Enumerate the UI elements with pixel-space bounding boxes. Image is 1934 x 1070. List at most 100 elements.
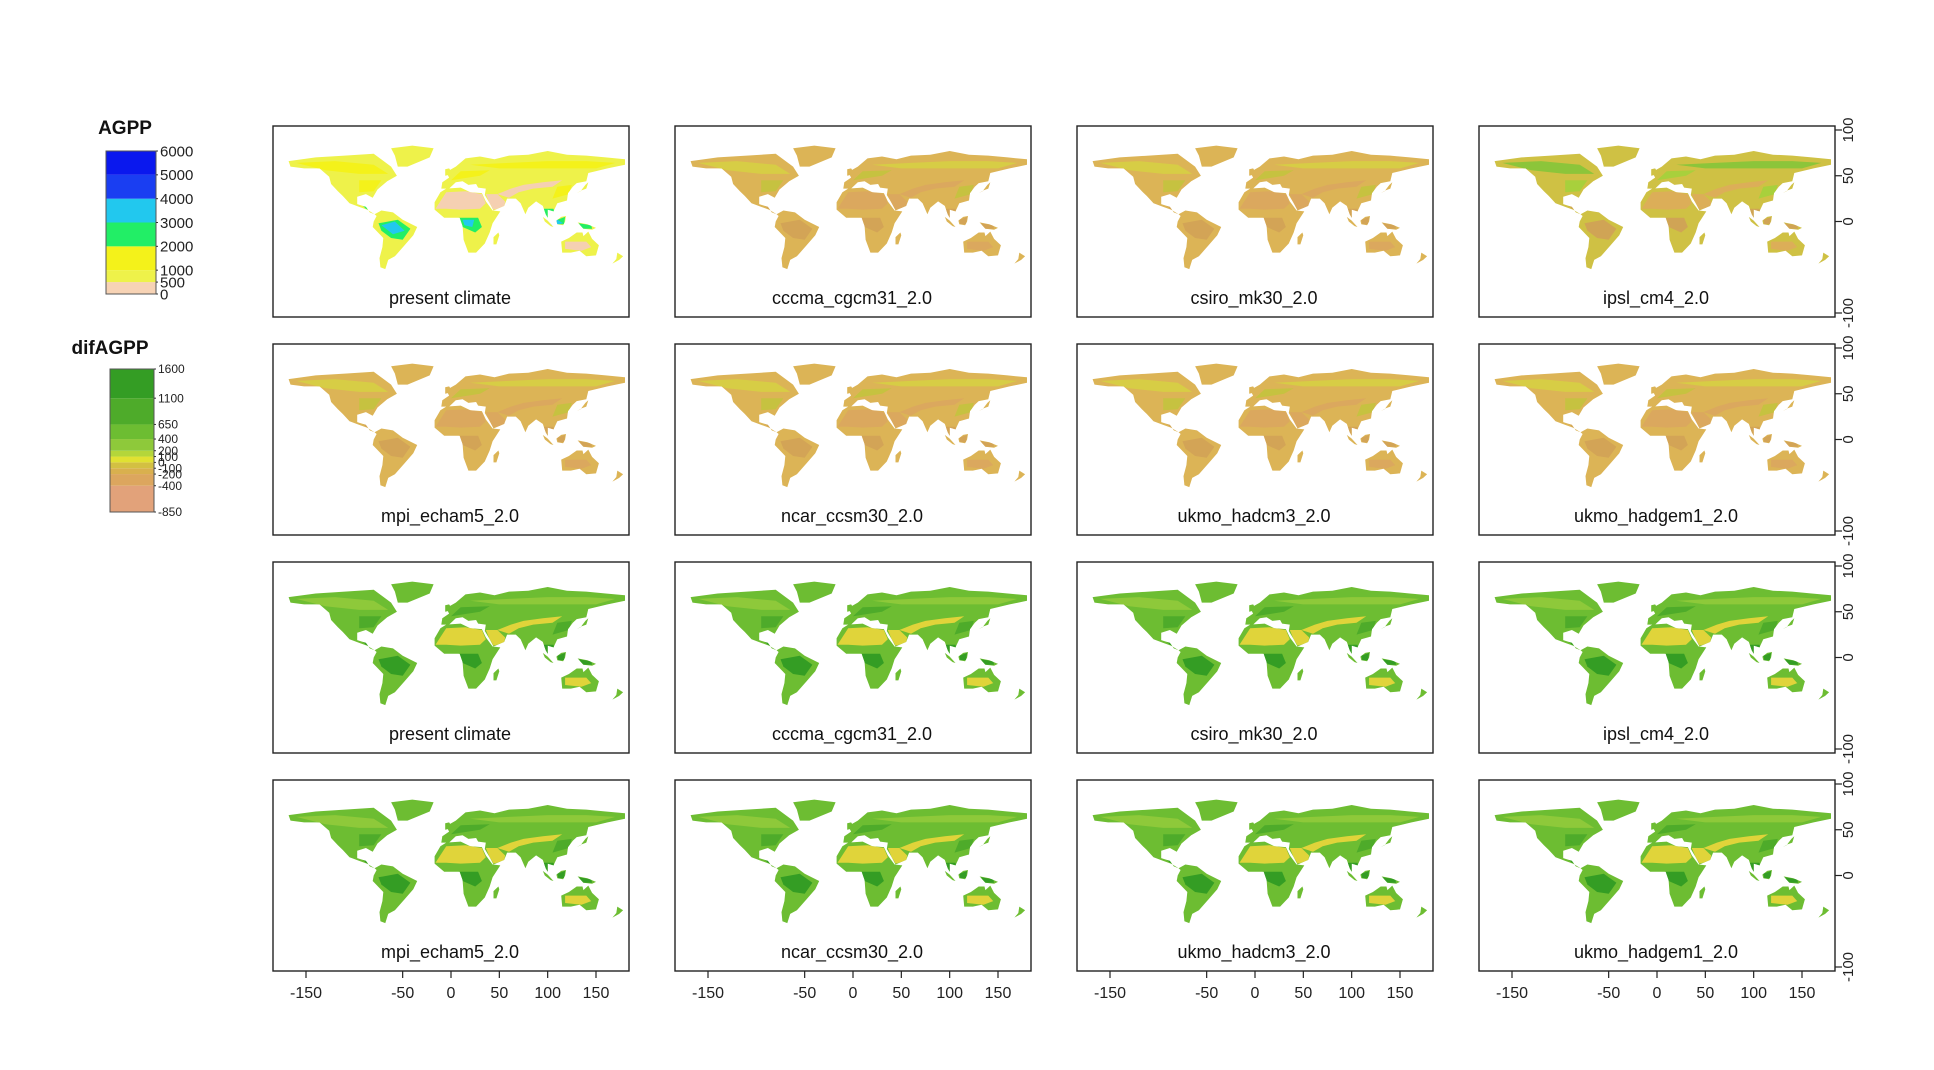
legend-color-bin xyxy=(106,198,156,223)
map-panel-9: present climate xyxy=(272,561,630,754)
land-patch xyxy=(954,838,974,853)
y-tick-label: 50 xyxy=(1840,167,1857,184)
land-patch xyxy=(1584,437,1617,458)
y-tick-label: 0 xyxy=(1840,653,1857,661)
land-patch xyxy=(1771,459,1798,469)
land-patch xyxy=(1163,834,1186,847)
land-patch xyxy=(853,170,892,181)
land-patch xyxy=(497,834,563,852)
land-patch xyxy=(1664,871,1688,887)
land-patch xyxy=(362,423,376,432)
land-patch xyxy=(1565,398,1588,411)
land-patch xyxy=(359,180,382,193)
land-patch xyxy=(1182,219,1215,240)
panel-label: mpi_echam5_2.0 xyxy=(381,506,519,527)
land-patch xyxy=(1657,824,1696,835)
land-patch xyxy=(1301,834,1367,852)
legend-color-bin xyxy=(110,462,154,469)
land-patch xyxy=(1163,180,1186,193)
land-patch xyxy=(853,824,892,835)
land-patch xyxy=(1584,873,1617,894)
land-patch xyxy=(1239,627,1290,646)
legend-color-bin xyxy=(110,439,154,451)
land-patch xyxy=(435,409,486,428)
land-patch xyxy=(1749,862,1762,874)
land-patch xyxy=(899,398,965,416)
y-tick-label: 100 xyxy=(1840,117,1857,142)
land-patch xyxy=(899,180,965,198)
land-patch xyxy=(543,208,556,220)
land-patch xyxy=(1163,616,1186,629)
land-patch xyxy=(1255,388,1294,399)
y-tick-label: -100 xyxy=(1840,298,1857,328)
land-patch xyxy=(552,402,572,417)
legend-color-bin xyxy=(106,222,156,247)
legend-color-bin xyxy=(110,485,154,512)
y-tick-label: 100 xyxy=(1840,553,1857,578)
land-patch xyxy=(764,423,778,432)
legend-tick-label: 6000 xyxy=(160,143,193,160)
panel-label: present climate xyxy=(389,724,511,744)
land-patch xyxy=(435,845,486,864)
panel-label: present climate xyxy=(389,288,511,308)
land-patch xyxy=(1657,606,1696,617)
land-patch xyxy=(565,459,592,469)
x-tick-label: 0 xyxy=(447,985,456,1002)
panel-frame xyxy=(272,343,630,536)
map-panel-6: ncar_ccsm30_2.0 xyxy=(674,343,1032,536)
land-patch xyxy=(780,437,813,458)
land-patch xyxy=(557,652,566,661)
land-patch xyxy=(1758,402,1778,417)
land-patch xyxy=(860,217,884,233)
x-tick-label: 150 xyxy=(1789,985,1816,1002)
land-patch xyxy=(761,180,784,193)
land-patch xyxy=(470,815,616,823)
land-patch xyxy=(1262,871,1286,887)
land-patch xyxy=(1356,184,1376,199)
land-patch xyxy=(1100,597,1193,610)
land-patch xyxy=(837,409,888,428)
panel-label: ukmo_hadgem1_2.0 xyxy=(1574,506,1738,527)
land-patch xyxy=(485,848,506,864)
panel-label: ncar_ccsm30_2.0 xyxy=(781,506,923,527)
land-patch xyxy=(1763,216,1772,225)
land-patch xyxy=(451,824,490,835)
map-panel-10: cccma_cgcm31_2.0 xyxy=(674,561,1032,754)
land-patch xyxy=(780,219,813,240)
land-patch xyxy=(837,845,888,864)
panel-label: cccma_cgcm31_2.0 xyxy=(772,724,932,745)
map-panel-2: cccma_cgcm31_2.0 xyxy=(674,125,1032,318)
land-patch xyxy=(1664,653,1688,669)
land-patch xyxy=(1691,630,1712,646)
map-panel-16: ukmo_hadgem1_2.0 xyxy=(1478,779,1836,972)
land-patch xyxy=(1262,435,1286,451)
x-tick-label: 100 xyxy=(936,985,963,1002)
panel-frame xyxy=(674,125,1032,318)
legend-title: AGPP xyxy=(98,118,152,139)
land-patch xyxy=(1369,241,1396,251)
land-patch xyxy=(1347,644,1360,656)
legend-color-bin xyxy=(106,174,156,199)
panel-label: ncar_ccsm30_2.0 xyxy=(781,942,923,963)
land-patch xyxy=(761,398,784,411)
x-tick-label: 50 xyxy=(1696,985,1714,1002)
land-patch xyxy=(1568,641,1582,650)
land-patch xyxy=(1749,208,1762,220)
land-patch xyxy=(1771,895,1798,905)
land-patch xyxy=(435,191,486,210)
land-patch xyxy=(1502,379,1595,392)
land-patch xyxy=(1369,895,1396,905)
land-patch xyxy=(485,630,506,646)
legend-difAGPP: difAGPP 1600 1100 6504002001000-100-200-400… xyxy=(71,338,185,519)
legend-tick-label: 650 xyxy=(158,418,178,432)
land-patch xyxy=(485,194,506,210)
land-patch xyxy=(837,191,888,210)
map-panel-4: ipsl_cm4_2.0 xyxy=(1478,125,1836,318)
land-patch xyxy=(698,161,791,174)
land-patch xyxy=(1289,630,1310,646)
land-patch xyxy=(359,834,382,847)
land-patch xyxy=(1301,398,1367,416)
land-patch xyxy=(1289,412,1310,428)
land-patch xyxy=(954,620,974,635)
